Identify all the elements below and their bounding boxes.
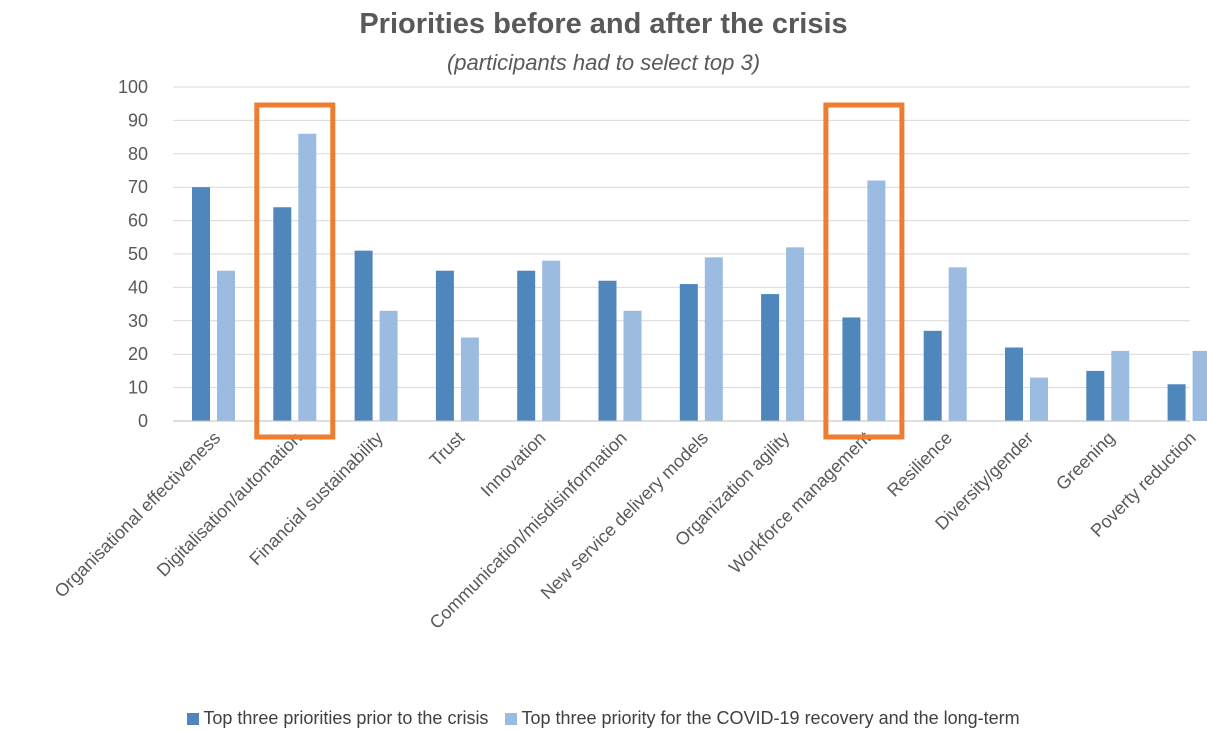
bar-prior-1 — [273, 207, 292, 421]
bar-recovery-11 — [1111, 350, 1130, 421]
bar-prior-8 — [842, 317, 861, 421]
y-tick-label: 50 — [128, 244, 148, 264]
chart-legend: Top three priorities prior to the crisis… — [0, 708, 1207, 729]
bar-prior-10 — [1005, 347, 1023, 421]
y-tick-label: 0 — [138, 411, 148, 431]
bar-recovery-12 — [1192, 350, 1207, 421]
bar-recovery-7 — [786, 247, 805, 421]
y-tick-label: 30 — [128, 311, 148, 331]
y-tick-label: 20 — [128, 344, 148, 364]
x-tick-label: Digitalisation/automation — [153, 428, 306, 581]
bar-recovery-4 — [542, 260, 561, 421]
y-tick-label: 90 — [128, 110, 148, 130]
bar-recovery-9 — [948, 267, 967, 421]
bar-chart: 0 10 20 30 40 50 60 70 80 90 100 Organisational eff… — [51, 77, 1207, 633]
bar-prior-0 — [192, 187, 210, 421]
y-tick-label: 70 — [128, 177, 148, 197]
bar-recovery-3 — [460, 337, 479, 421]
bar-prior-5 — [598, 280, 617, 421]
highlight-box-1 — [823, 102, 905, 440]
legend-swatch-prior — [187, 713, 200, 725]
bar-prior-4 — [517, 270, 536, 421]
x-tick-label: Trust — [426, 428, 469, 471]
bar-recovery-0 — [217, 270, 235, 421]
bar-prior-3 — [435, 270, 454, 421]
bar-prior-2 — [354, 250, 373, 421]
y-tick-label: 10 — [128, 378, 148, 398]
bar-prior-12 — [1167, 384, 1186, 421]
legend-item-prior: Top three priorities prior to the crisis — [187, 708, 488, 729]
bar-prior-9 — [923, 330, 942, 421]
legend-label-prior: Top three priorities prior to the crisis — [203, 708, 489, 728]
y-tick-label: 60 — [128, 211, 148, 231]
legend-label-recovery: Top three priority for the COVID-19 reco… — [521, 708, 1020, 728]
bar-prior-7 — [761, 294, 780, 421]
bar-recovery-1 — [298, 133, 317, 421]
y-tick-label: 80 — [128, 144, 148, 164]
legend-swatch-recovery — [505, 713, 518, 725]
x-tick-label: Financial sustainability — [245, 428, 386, 569]
x-tick-label: Innovation — [477, 428, 550, 501]
chart-subtitle: (participants had to select top 3) — [446, 50, 761, 75]
bar-prior-11 — [1086, 370, 1105, 421]
x-tick-label: Organisational effectiveness — [51, 428, 225, 602]
legend-item-recovery: Top three priority for the COVID-19 reco… — [505, 708, 1020, 729]
x-tick-label: New service delivery models — [537, 428, 712, 603]
bar-recovery-6 — [704, 257, 723, 421]
bar-recovery-5 — [623, 310, 642, 421]
y-tick-label: 100 — [118, 77, 148, 97]
highlight-box-0 — [254, 102, 336, 440]
x-tick-label: Greening — [1052, 428, 1119, 495]
bar-prior-6 — [679, 284, 698, 421]
chart-title: Priorities before and after the crisis — [359, 8, 848, 40]
bar-recovery-8 — [867, 180, 886, 421]
y-tick-label: 40 — [128, 277, 148, 297]
bar-recovery-10 — [1030, 377, 1048, 421]
bar-recovery-2 — [379, 310, 398, 421]
x-tick-label: Workforce management — [725, 428, 875, 578]
